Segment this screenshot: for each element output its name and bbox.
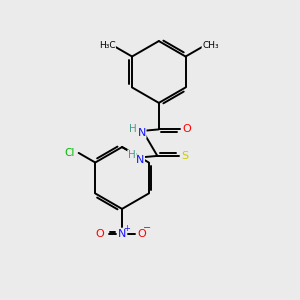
Text: O: O bbox=[137, 229, 146, 238]
Text: H: H bbox=[128, 150, 136, 160]
Text: N: N bbox=[118, 229, 126, 238]
Text: CH₃: CH₃ bbox=[202, 41, 219, 50]
Text: −: − bbox=[143, 223, 152, 233]
Text: H₃C: H₃C bbox=[99, 41, 116, 50]
Text: O: O bbox=[182, 124, 191, 134]
Text: S: S bbox=[182, 151, 189, 161]
Text: N: N bbox=[138, 128, 146, 138]
Text: H: H bbox=[129, 124, 137, 134]
Text: N: N bbox=[136, 155, 145, 165]
Text: O: O bbox=[95, 229, 104, 238]
Text: +: + bbox=[123, 224, 130, 233]
Text: Cl: Cl bbox=[65, 148, 75, 158]
